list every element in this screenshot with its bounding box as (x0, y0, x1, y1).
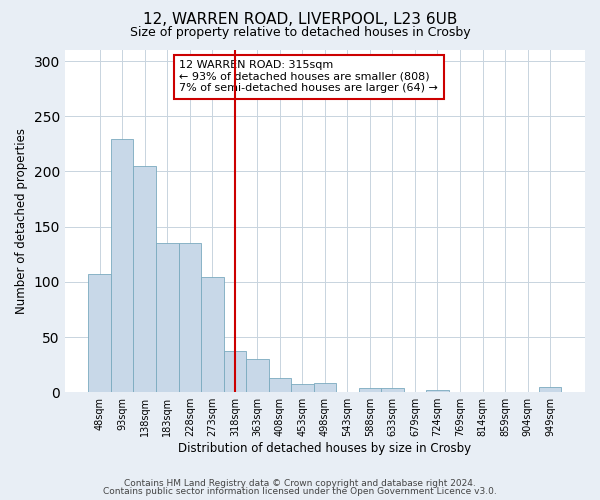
Text: 12 WARREN ROAD: 315sqm
← 93% of detached houses are smaller (808)
7% of semi-det: 12 WARREN ROAD: 315sqm ← 93% of detached… (179, 60, 438, 94)
Bar (201, 278, 224, 392)
Bar (133, 166, 156, 392)
Bar (111, 140, 133, 392)
Bar (179, 243, 201, 392)
Bar (88, 274, 111, 392)
Bar (359, 388, 381, 392)
Bar (314, 384, 336, 392)
Bar (246, 359, 269, 392)
Text: Contains public sector information licensed under the Open Government Licence v3: Contains public sector information licen… (103, 487, 497, 496)
X-axis label: Distribution of detached houses by size in Crosby: Distribution of detached houses by size … (178, 442, 472, 455)
Bar (156, 243, 179, 392)
Bar (291, 384, 314, 392)
Bar (381, 388, 404, 392)
Bar (539, 386, 562, 392)
Bar (224, 352, 246, 392)
Bar (426, 390, 449, 392)
Y-axis label: Number of detached properties: Number of detached properties (15, 128, 28, 314)
Text: Contains HM Land Registry data © Crown copyright and database right 2024.: Contains HM Land Registry data © Crown c… (124, 478, 476, 488)
Text: Size of property relative to detached houses in Crosby: Size of property relative to detached ho… (130, 26, 470, 39)
Bar (269, 378, 291, 392)
Text: 12, WARREN ROAD, LIVERPOOL, L23 6UB: 12, WARREN ROAD, LIVERPOOL, L23 6UB (143, 12, 457, 28)
